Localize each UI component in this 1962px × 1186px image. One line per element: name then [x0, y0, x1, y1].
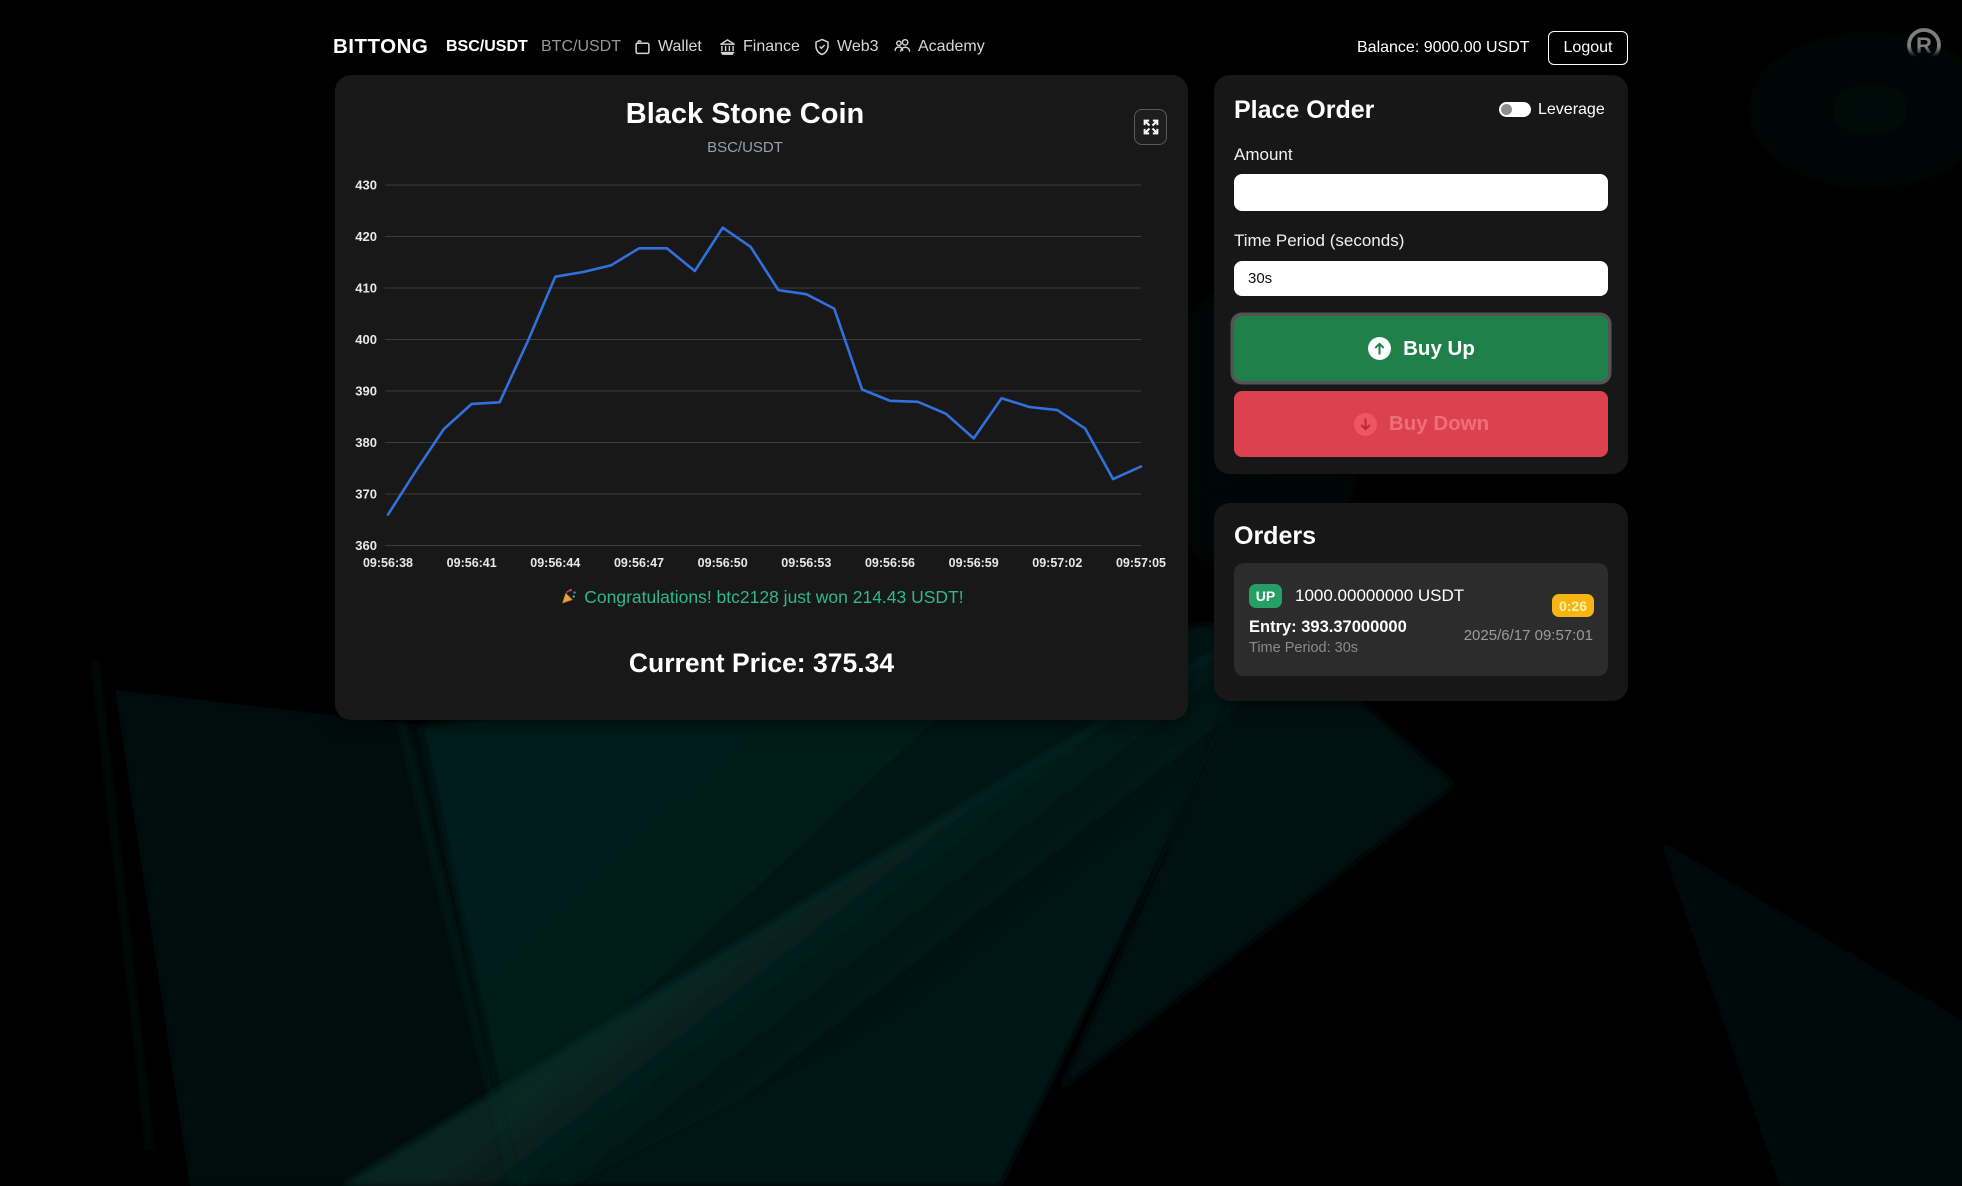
- svg-text:410: 410: [355, 281, 377, 296]
- svg-text:09:57:02: 09:57:02: [1032, 556, 1082, 570]
- svg-text:09:56:59: 09:56:59: [949, 556, 999, 570]
- svg-text:09:56:50: 09:56:50: [698, 556, 748, 570]
- svg-text:430: 430: [355, 178, 377, 193]
- svg-text:370: 370: [355, 487, 377, 502]
- svg-text:09:56:41: 09:56:41: [447, 556, 497, 570]
- svg-text:380: 380: [355, 435, 377, 450]
- svg-text:420: 420: [355, 229, 377, 244]
- svg-text:09:56:56: 09:56:56: [865, 556, 915, 570]
- svg-text:09:56:47: 09:56:47: [614, 556, 664, 570]
- svg-text:R: R: [1916, 33, 1932, 58]
- svg-text:400: 400: [355, 332, 377, 347]
- svg-text:360: 360: [355, 538, 377, 553]
- svg-text:09:56:53: 09:56:53: [781, 556, 831, 570]
- svg-text:09:56:38: 09:56:38: [363, 556, 413, 570]
- svg-text:09:57:05: 09:57:05: [1116, 556, 1166, 570]
- svg-text:390: 390: [355, 384, 377, 399]
- svg-text:09:56:44: 09:56:44: [530, 556, 580, 570]
